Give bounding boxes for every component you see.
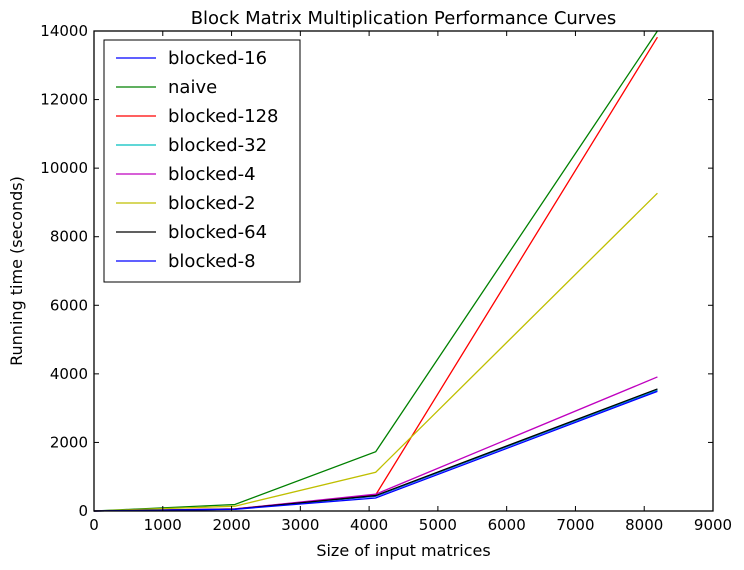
- x-tick-label: 2000: [212, 516, 250, 534]
- x-axis-ticks: 0 1000 2000 3000 4000 5000 6000 7000 8000 9000: [89, 31, 732, 534]
- x-tick-label: 1000: [144, 516, 182, 534]
- series-line-naive: [93, 30, 658, 512]
- y-tick-label: 6000: [50, 296, 88, 314]
- legend-label: blocked-8: [168, 251, 256, 272]
- y-tick-label: 8000: [50, 228, 88, 246]
- y-axis-ticks: 0 2000 4000 6000 8000 10000 12000 14000: [40, 22, 713, 520]
- x-tick-label: 0: [89, 516, 99, 534]
- plot-area: 0 1000 2000 3000 4000 5000 6000 7000 8000 9000 0 20…: [40, 22, 732, 534]
- x-tick-label: 4000: [350, 516, 388, 534]
- legend-label: blocked-2: [168, 193, 256, 214]
- x-tick-label: 7000: [556, 516, 594, 534]
- series-line-blocked-2: [93, 192, 658, 512]
- x-axis-label: Size of input matrices: [316, 541, 490, 560]
- x-tick-label: 6000: [488, 516, 526, 534]
- plot-frame: [93, 30, 714, 512]
- legend-label: blocked-32: [168, 135, 267, 156]
- y-tick-label: 12000: [40, 91, 88, 109]
- y-tick-label: 14000: [40, 22, 88, 40]
- y-axis-label: Running time (seconds): [7, 176, 26, 366]
- y-tick-label: 0: [78, 502, 88, 520]
- series-lines: [93, 30, 658, 512]
- series-line-blocked-8: [93, 390, 658, 512]
- x-tick-label: 9000: [694, 516, 732, 534]
- legend-box: [103, 39, 301, 283]
- x-tick-label: 5000: [419, 516, 457, 534]
- legend: blocked-16 naive blocked-128 blocked-32 bloc…: [103, 39, 301, 283]
- legend-label: naive: [168, 77, 217, 98]
- legend-label: blocked-64: [168, 222, 267, 243]
- y-tick-label: 10000: [40, 159, 88, 177]
- legend-label: blocked-128: [168, 106, 278, 127]
- legend-label: blocked-4: [168, 164, 256, 185]
- x-tick-label: 3000: [281, 516, 319, 534]
- chart-title: Block Matrix Multiplication Performance …: [191, 8, 617, 29]
- legend-label: blocked-16: [168, 48, 267, 69]
- x-tick-label: 8000: [625, 516, 663, 534]
- y-tick-label: 2000: [50, 433, 88, 451]
- y-tick-label: 4000: [50, 365, 88, 383]
